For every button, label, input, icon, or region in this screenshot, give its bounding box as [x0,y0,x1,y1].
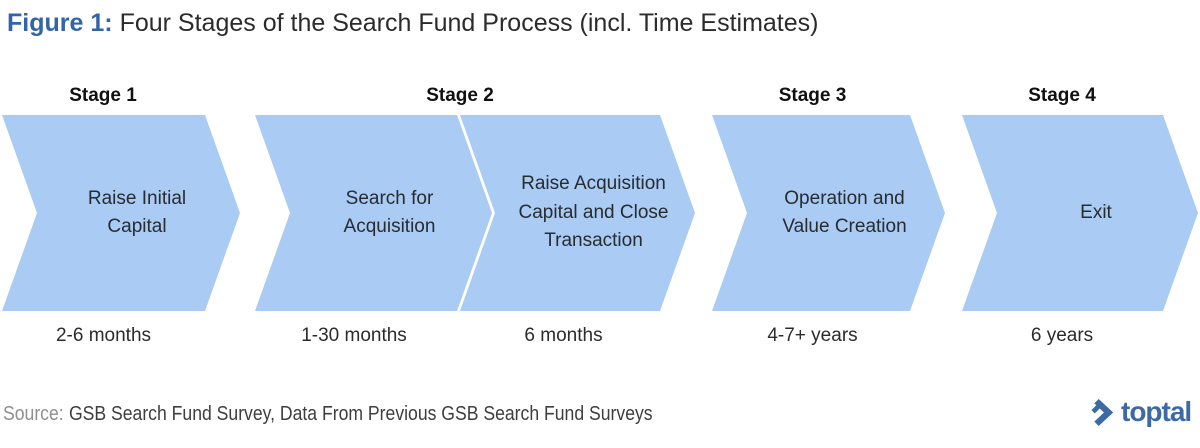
time-estimate-stage-1: 2-6 months [55,325,152,346]
chevron-exit: Exit [962,115,1198,311]
stage-label-2: Stage 2 [426,85,494,106]
chevron-step-text: Search for Acquisition [343,187,436,237]
figure-title-text: Four Stages of the Search Fund Process (… [119,9,819,37]
time-estimate-stage-3: 4-7+ years [767,325,858,346]
figure-title: Figure 1: Four Stages of the Search Fund … [7,8,818,38]
stage-label-1: Stage 1 [69,85,137,106]
chevron-operation-value-creation: Operation and Value Creation [712,115,945,311]
chevron-search-for-acquisition: Search for Acquisition [255,115,492,311]
chevron-raise-acquisition-capital: Raise Acquisition Capital and Close Tran… [460,115,695,311]
figure-label: Figure 1: [7,9,113,37]
time-estimate-search: 1-30 months [301,325,407,346]
toptal-chevron-icon [1091,398,1114,426]
stage-label-4: Stage 4 [1028,85,1096,106]
chevron-step-text: Raise Initial Capital [87,187,187,237]
chevron-step-text: Exit [1080,201,1112,223]
source-label: Source: [3,403,64,425]
time-estimate-close: 6 months [524,325,603,346]
time-estimate-stage-4: 6 years [1030,325,1094,346]
source-note: Source: GSB Search Fund Survey, Data From… [3,403,653,425]
chevron-raise-initial-capital: Raise Initial Capital [2,115,240,311]
toptal-wordmark: toptal [1121,396,1192,427]
stage-label-3: Stage 3 [778,85,847,106]
chevron-step-text: Raise Acquisition Capital and Close Tran… [518,173,669,252]
source-text: GSB Search Fund Survey, Data From Previo… [68,403,653,425]
toptal-logo: toptal [1089,396,1192,427]
chevron-step-text: Operation and Value Creation [782,187,907,237]
